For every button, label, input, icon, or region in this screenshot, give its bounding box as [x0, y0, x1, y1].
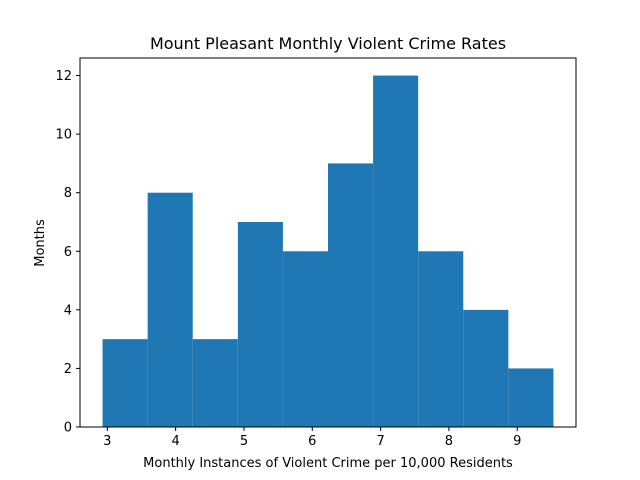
plot-frame	[79, 57, 577, 428]
x-tick-label: 4	[172, 434, 180, 449]
y-axis-label: Months	[33, 219, 48, 267]
histogram-bar	[237, 222, 283, 427]
y-tick-label: 4	[64, 303, 72, 318]
y-axis-ticks: 0 2 4 6 8 10 12	[55, 69, 80, 436]
histogram-bar	[147, 192, 193, 427]
histogram-bar	[282, 251, 328, 427]
x-tick-label: 6	[308, 434, 316, 449]
x-axis-label: Monthly Instances of Violent Crime per 1…	[143, 456, 513, 471]
y-tick-label: 10	[55, 128, 72, 143]
x-tick-label: 8	[445, 434, 453, 449]
y-tick-label: 12	[55, 69, 72, 84]
bars-group	[102, 75, 554, 428]
chart-title: Mount Pleasant Monthly Violent Crime Rat…	[150, 34, 506, 53]
histogram-bar	[192, 339, 238, 427]
histogram-bar	[328, 163, 374, 427]
histogram-bar	[508, 368, 554, 427]
y-tick-label: 2	[64, 362, 72, 377]
x-axis-ticks: 3 4 5 6 7 8 9	[103, 427, 521, 449]
x-tick-label: 3	[103, 434, 111, 449]
histogram-bar	[102, 339, 148, 427]
x-tick-label: 7	[376, 434, 384, 449]
histogram-bar	[463, 309, 509, 427]
y-tick-label: 0	[64, 421, 72, 436]
histogram-bar	[418, 251, 464, 427]
x-tick-label: 5	[240, 434, 248, 449]
y-tick-label: 6	[64, 245, 72, 260]
histogram-bar	[373, 75, 419, 428]
x-tick-label: 9	[513, 434, 521, 449]
y-tick-label: 8	[64, 186, 72, 201]
